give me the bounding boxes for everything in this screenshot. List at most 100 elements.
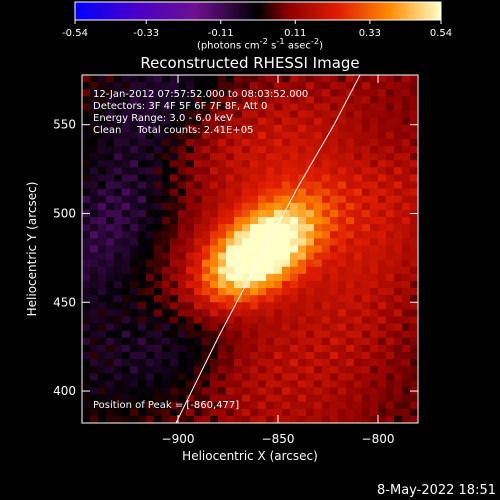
heatmap-cell — [258, 238, 267, 247]
heatmap-cell — [402, 245, 411, 254]
heatmap-cell — [258, 89, 267, 97]
heatmap-cell — [242, 373, 251, 381]
heatmap-cell — [282, 238, 291, 247]
heatmap-cell — [202, 302, 211, 310]
heatmap-cell — [282, 138, 291, 147]
heatmap-cell — [162, 160, 171, 168]
heatmap-cell — [298, 224, 307, 232]
heatmap-cell — [386, 124, 395, 133]
heatmap-cell — [218, 82, 227, 90]
heatmap-cell — [354, 344, 363, 353]
heatmap-cell — [170, 316, 179, 325]
heatmap-cell — [330, 295, 339, 303]
heatmap-cell — [266, 316, 275, 325]
heatmap-cell — [186, 209, 195, 218]
heatmap-cell — [138, 401, 147, 410]
heatmap-cell — [154, 316, 163, 325]
heatmap-cell — [306, 323, 315, 332]
heatmap-cell — [186, 217, 195, 225]
heatmap-cell — [90, 323, 99, 332]
heatmap-cell — [282, 96, 291, 105]
heatmap-cell — [354, 359, 363, 367]
heatmap-cell — [194, 96, 203, 105]
heatmap-cell — [114, 366, 123, 374]
heatmap-cell — [298, 96, 307, 105]
heatmap-cell — [370, 209, 379, 218]
heatmap-cell — [338, 394, 347, 403]
heatmap-cell — [282, 202, 291, 211]
heatmap-cell — [410, 195, 418, 204]
heatmap-cell — [226, 138, 235, 147]
heatmap-cell — [130, 238, 139, 247]
heatmap-cell — [346, 117, 355, 126]
heatmap-cell — [170, 351, 179, 360]
heatmap-cell — [82, 309, 91, 318]
heatmap-cell — [242, 323, 251, 332]
heatmap-cell — [378, 401, 387, 410]
heatmap-cell — [258, 245, 267, 254]
heatmap-cell — [306, 224, 315, 232]
heatmap-cell — [146, 359, 155, 367]
heatmap-cell — [386, 181, 395, 190]
heatmap-cell — [90, 387, 99, 396]
heatmap-cell — [274, 359, 283, 367]
heatmap-cell — [82, 188, 91, 197]
heatmap-cell — [330, 273, 339, 282]
heatmap-cell — [378, 373, 387, 381]
heatmap-cell — [346, 110, 355, 119]
heatmap-cell — [346, 408, 355, 417]
heatmap-cell — [82, 273, 91, 282]
colorbar-tick-label: -0.33 — [133, 28, 159, 39]
heatmap-cell — [410, 124, 418, 133]
heatmap-cell — [338, 224, 347, 232]
heatmap-cell — [266, 117, 275, 126]
heatmap-cell — [274, 238, 283, 247]
heatmap-cell — [154, 351, 163, 360]
heatmap-cell — [98, 202, 107, 211]
heatmap-cell — [170, 245, 179, 254]
heatmap-cell — [90, 344, 99, 353]
heatmap-cell — [274, 323, 283, 332]
heatmap-cell — [402, 75, 411, 83]
heatmap-cell — [330, 167, 339, 176]
heatmap-cell — [162, 167, 171, 176]
heatmap-cell — [90, 160, 99, 168]
heatmap-cell — [282, 344, 291, 353]
heatmap-cell — [386, 415, 395, 423]
heatmap-cell — [410, 138, 418, 147]
heatmap-cell — [90, 280, 99, 289]
heatmap-cell — [402, 224, 411, 232]
heatmap-cell — [378, 238, 387, 247]
heatmap-cell — [306, 202, 315, 211]
heatmap-cell — [162, 288, 171, 296]
heatmap-cell — [146, 103, 155, 112]
heatmap-cell — [306, 344, 315, 353]
heatmap-cell — [154, 288, 163, 296]
heatmap-cell — [194, 323, 203, 332]
heatmap-cell — [122, 209, 131, 218]
heatmap-cell — [266, 387, 275, 396]
heatmap-cell — [122, 330, 131, 339]
heatmap-cell — [370, 110, 379, 119]
heatmap-cell — [394, 309, 403, 318]
heatmap-cell — [154, 224, 163, 232]
heatmap-cell — [162, 224, 171, 232]
heatmap-cell — [234, 146, 243, 154]
heatmap-cell — [258, 181, 267, 190]
heatmap-cell — [210, 146, 219, 154]
heatmap-cell — [218, 217, 227, 225]
heatmap-cell — [106, 359, 115, 367]
heatmap-cell — [122, 96, 131, 105]
heatmap-cell — [354, 188, 363, 197]
heatmap-cell — [338, 330, 347, 339]
heatmap-cell — [106, 266, 115, 275]
heatmap-cell — [146, 217, 155, 225]
heatmap-cell — [130, 344, 139, 353]
heatmap-cell — [130, 408, 139, 417]
heatmap-cell — [98, 75, 107, 83]
heatmap-cell — [274, 259, 283, 268]
heatmap-cell — [346, 401, 355, 410]
heatmap-cell — [266, 295, 275, 303]
heatmap-cell — [250, 202, 259, 211]
heatmap-cell — [162, 366, 171, 374]
